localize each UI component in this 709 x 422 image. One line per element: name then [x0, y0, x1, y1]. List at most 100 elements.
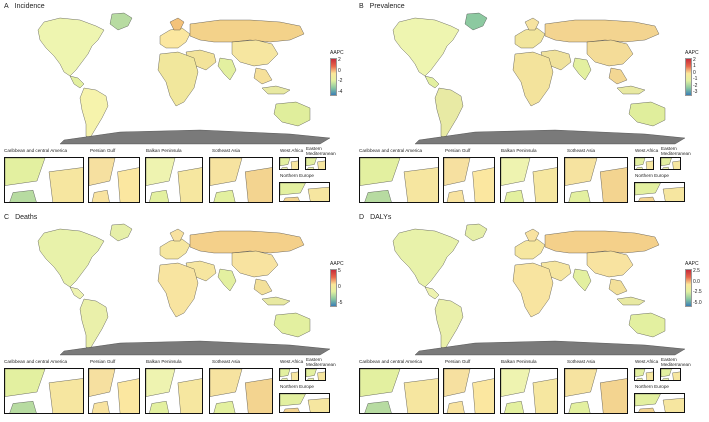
india-shape [217, 268, 237, 292]
inset-shapes [360, 158, 438, 202]
panel-dalys: D DALYs AAPC 2.5 0.0 -2.5 -5.0 Caribbean and … [355, 211, 709, 422]
australia-shape [273, 312, 311, 338]
inset-east-med-label: Eastern Mediterranean [661, 146, 691, 156]
inset-balkan-label: Balkan Peninsula [501, 148, 537, 153]
scandinavia-shape [524, 228, 540, 242]
inset-shapes [306, 158, 325, 169]
inset-shapes [444, 158, 494, 202]
antarctica-shape [59, 129, 331, 145]
panel-title: B Prevalence [359, 3, 405, 10]
inset-shapes [89, 369, 139, 413]
inset-shapes [210, 369, 272, 413]
russia-shape [189, 230, 305, 254]
inset-land [213, 401, 236, 413]
inset-land [662, 186, 684, 201]
inset-land [91, 189, 110, 202]
legend-title: AAPC [330, 261, 344, 267]
legend-tick: -2 [693, 82, 698, 89]
inset-northern-europe-map [634, 182, 685, 202]
inset-southeast-asia-map [564, 157, 628, 203]
inset-land [306, 158, 317, 166]
inset-land [501, 158, 531, 186]
inset-persian-gulf-map [443, 157, 495, 203]
inset-land [177, 167, 202, 202]
north-america-shape [392, 17, 460, 77]
inset-land [290, 160, 298, 169]
inset-shapes [280, 369, 298, 380]
inset-shapes [280, 394, 329, 412]
inset-shapes [146, 158, 202, 202]
legend-tick: -2 [338, 78, 343, 85]
inset-land [532, 167, 557, 202]
inset-land [210, 369, 243, 397]
africa-shape [512, 262, 554, 318]
inset-land [472, 167, 494, 202]
inset-land [245, 378, 272, 413]
inset-northern-europe-label: Northern Europe [635, 173, 669, 178]
inset-shapes [661, 369, 680, 380]
map-countries [392, 223, 686, 356]
inset-southeast-asia-map [209, 157, 273, 203]
inset-land [307, 377, 315, 380]
legend-colorbar [330, 269, 337, 307]
inset-land [283, 196, 300, 201]
legend-tick: 2 [338, 57, 341, 63]
inset-land [565, 158, 598, 186]
australia-shape [273, 101, 311, 127]
inset-land [568, 401, 591, 413]
legend-tick: 1 [693, 63, 696, 70]
central-america-shape [424, 286, 440, 300]
inset-land [280, 158, 291, 166]
legend-tick: -1 [693, 76, 698, 83]
inset-land [360, 158, 401, 186]
inset-shapes [565, 369, 627, 413]
inset-land [635, 183, 661, 196]
aapc-legend: AAPC 5 0 -5 [330, 261, 352, 313]
inset-caribbean-label: Caribbean and central America [359, 359, 423, 364]
inset-land [446, 400, 465, 413]
inset-shapes [146, 369, 202, 413]
inset-balkan-map [500, 157, 558, 203]
legend-tick: -4 [338, 89, 343, 95]
central-america-shape [424, 75, 440, 89]
russia-shape [544, 230, 660, 254]
inset-shapes [635, 183, 684, 201]
indonesia-shape [261, 85, 291, 95]
inset-land [89, 158, 116, 186]
africa-shape [512, 51, 554, 107]
china-mongolia-shape [586, 250, 634, 278]
inset-southeast-asia-label: Sotheast Asia [212, 148, 241, 153]
southeast-asia-shape [608, 67, 628, 85]
inset-shapes [5, 158, 83, 202]
inset-land [117, 167, 139, 202]
inset-shapes [635, 158, 653, 169]
south-america-shape [79, 298, 109, 350]
inset-shapes [280, 183, 329, 201]
south-america-shape [434, 298, 464, 350]
inset-land [91, 400, 110, 413]
inset-land [89, 369, 116, 397]
inset-shapes [565, 158, 627, 202]
inset-land [600, 167, 627, 202]
inset-shapes [501, 158, 557, 202]
inset-persian-gulf-map [88, 368, 140, 414]
inset-caribbean-label: Caribbean and central America [4, 359, 68, 364]
inset-caribbean-map [4, 157, 84, 203]
panel-title-text: Prevalence [369, 3, 405, 10]
panel-prevalence: B Prevalence AAPC 2 1 0 -1 -2 -3 Caribbean and … [355, 0, 709, 211]
inset-land [662, 397, 684, 412]
china-mongolia-shape [231, 39, 279, 67]
inset-land [146, 158, 176, 186]
legend-tick: -5 [338, 300, 343, 306]
aapc-legend: AAPC 2.5 0.0 -2.5 -5.0 [685, 261, 707, 313]
panel-title: D DALYs [359, 214, 391, 221]
inset-east-med-label: Eastern Mediterranean [306, 146, 336, 156]
inset-shapes [360, 369, 438, 413]
inset-land [635, 394, 661, 407]
inset-land [177, 378, 202, 413]
inset-land [306, 369, 317, 377]
inset-northern-europe-label: Northern Europe [635, 384, 669, 389]
inset-east-med-map [660, 368, 681, 381]
indonesia-shape [261, 296, 291, 306]
inset-land [48, 167, 83, 202]
